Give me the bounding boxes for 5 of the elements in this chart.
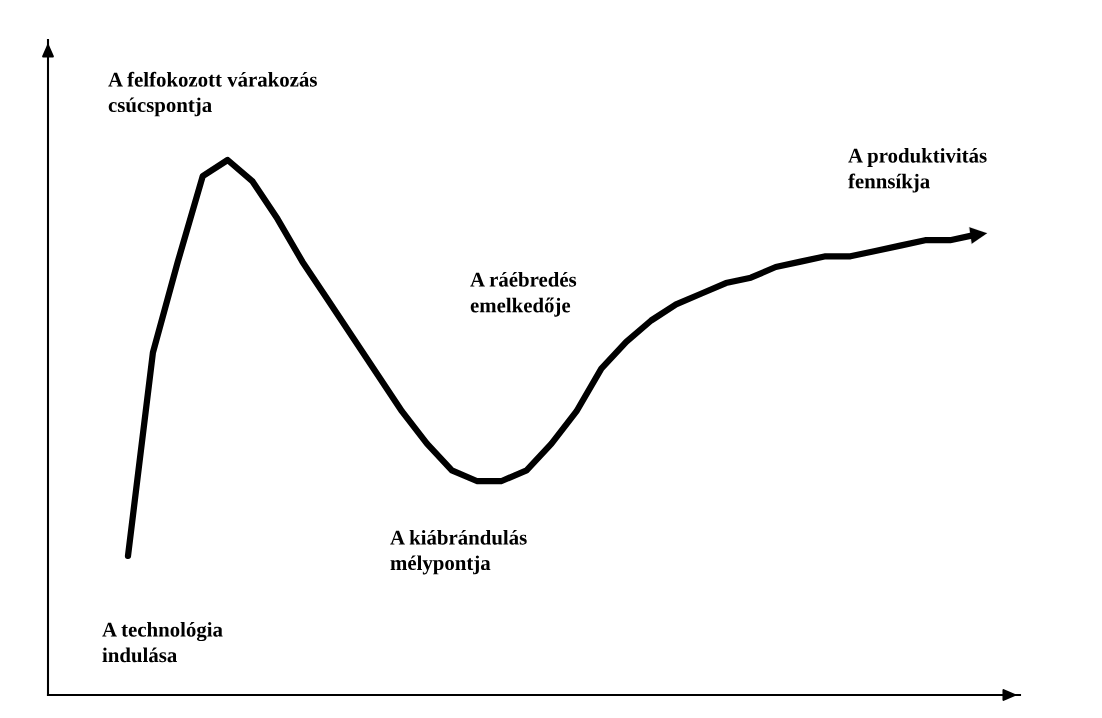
annotation: A produktivitás fennsíkja [848,148,987,193]
annotation: A technológia indulása [102,622,223,663]
text: A felfokozott várakozás csúcspontja [108,71,317,117]
annotation: A ráébredés emelkedője [470,271,577,317]
annotation: A kiábrándulás mélypontja [390,529,527,575]
